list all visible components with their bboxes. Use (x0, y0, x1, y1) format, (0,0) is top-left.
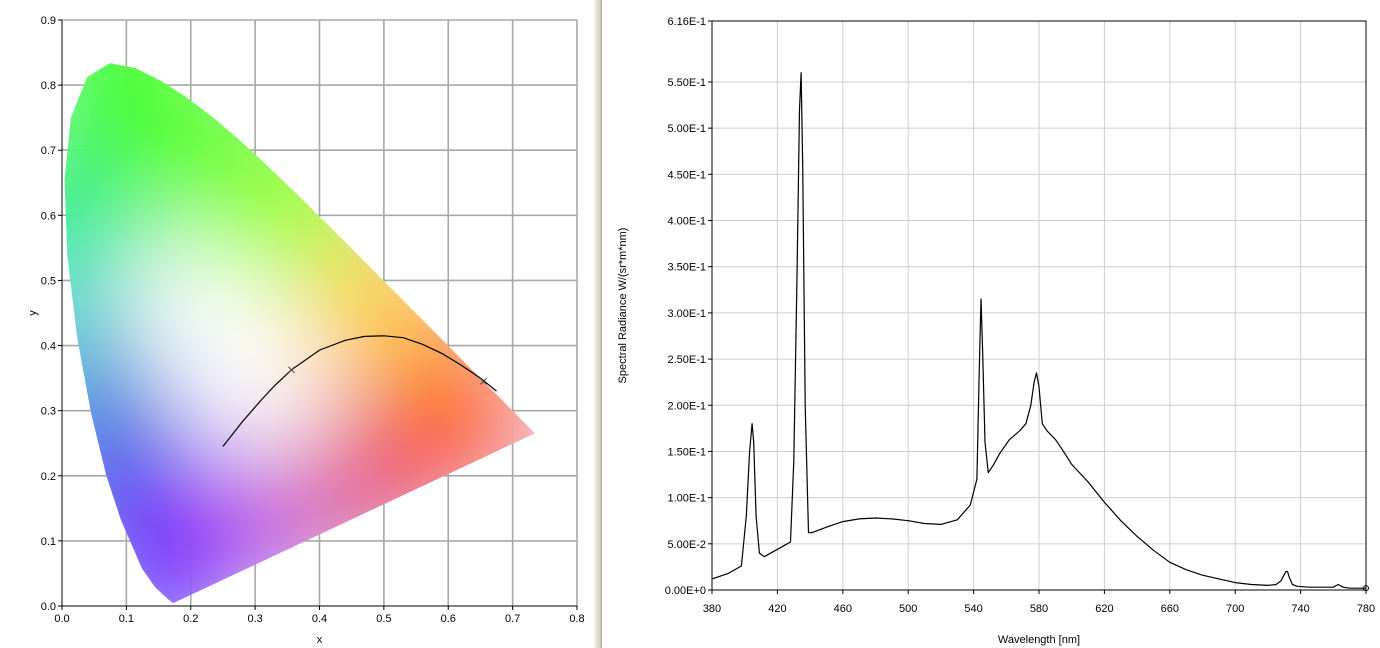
planckian-locus-line (222, 335, 497, 447)
y-tick-label: 0.2 (41, 471, 56, 483)
x-tick-label: 0.4 (312, 613, 327, 625)
y-tick-label: 0.4 (41, 341, 56, 353)
x-tick-label: 740 (1291, 603, 1309, 615)
y-tick-label: 0.6 (41, 210, 56, 222)
y-axis-title: Spectral Radiance W/(sr*m*nm) (617, 228, 629, 384)
x-tick-label: 620 (1095, 603, 1113, 615)
x-tick-label: 0.0 (54, 613, 69, 625)
x-tick-label: 460 (834, 603, 852, 615)
x-tick-label: 380 (703, 603, 721, 615)
spectrum-line (711, 72, 1366, 589)
y-tick-label: 6.16E-1 (667, 16, 706, 28)
y-tick-label: 0.9 (41, 15, 56, 27)
x-tick-label: 0.8 (569, 613, 584, 625)
y-tick-label: 0.8 (41, 80, 56, 92)
y-tick-label: 5.00E-2 (667, 539, 706, 551)
x-tick-label: 580 (1030, 603, 1048, 615)
x-tick-label: 780 (1357, 603, 1375, 615)
locus-marker (288, 366, 295, 374)
x-tick-label: 500 (899, 603, 917, 615)
x-tick-label: 700 (1226, 603, 1244, 615)
y-tick-label: 4.50E-1 (667, 169, 706, 181)
y-tick-label: 4.00E-1 (667, 216, 706, 228)
y-tick-label: 0.1 (41, 536, 56, 548)
y-tick-label: 3.50E-1 (667, 262, 706, 274)
x-tick-label: 540 (964, 603, 982, 615)
x-tick-label: 0.5 (376, 613, 391, 625)
x-tick-label: 0.6 (441, 613, 456, 625)
end-point-marker (1363, 585, 1369, 592)
y-tick-label: 0.3 (41, 406, 56, 418)
plot-frame (711, 20, 1367, 591)
y-tick-label: 5.50E-1 (667, 77, 706, 89)
locus-marker (480, 378, 487, 385)
y-tick-label: 0.7 (41, 145, 56, 157)
y-tick-label: 5.00E-1 (667, 123, 706, 135)
y-tick-label: 3.00E-1 (667, 308, 706, 320)
chromaticity-panel: 0.0 0.1 0.2 0.3 0.4 0.5 0.6 0.7 0.8 0.0 0.1 0.2 0.3 0… (0, 0, 594, 648)
panel-splitter[interactable] (594, 0, 602, 648)
y-tick-label: 1.50E-1 (667, 446, 706, 458)
y-tick-label: 0.0 (41, 601, 56, 613)
spectrum-panel: 380 420 460 500 540 580 620 660 700 740 780 0.00E+0… (602, 0, 1380, 648)
y-tick-label: 0.5 (41, 275, 56, 287)
x-tick-label: 0.2 (183, 613, 198, 625)
y-tick-label: 2.00E-1 (667, 400, 706, 412)
x-tick-label: 0.3 (247, 613, 262, 625)
y-tick-label: 2.50E-1 (667, 354, 706, 366)
x-tick-label: 420 (768, 603, 786, 615)
x-axis-title: Wavelength [nm] (998, 634, 1080, 646)
y-tick-label: 0.00E+0 (665, 585, 706, 597)
spectral-radiance-chart: 380 420 460 500 540 580 620 660 700 740 780 0.00E+0… (617, 16, 1375, 646)
x-tick-label: 0.1 (119, 613, 134, 625)
cie-chromaticity-chart: 0.0 0.1 0.2 0.3 0.4 0.5 0.6 0.7 0.8 0.0 0.1 0.2 0.3 0… (27, 15, 585, 646)
x-tick-label: 660 (1161, 603, 1179, 615)
x-axis-title: x (317, 634, 323, 646)
x-tick-label: 0.7 (505, 613, 520, 625)
y-axis-title: y (27, 310, 39, 316)
y-tick-label: 1.00E-1 (667, 493, 706, 505)
